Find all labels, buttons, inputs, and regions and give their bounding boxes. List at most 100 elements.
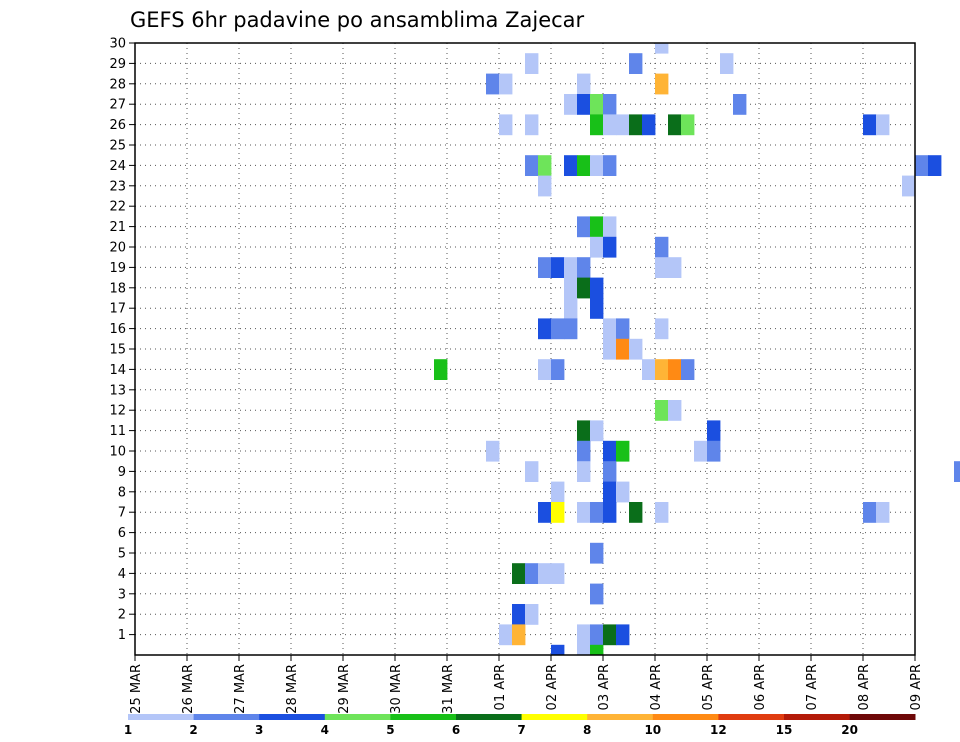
heatmap-cell: [629, 338, 643, 360]
heatmap-cell: [603, 624, 617, 646]
heatmap-cell: [577, 216, 591, 238]
y-tick-label: 12: [109, 404, 126, 419]
heatmap-cell: [486, 440, 500, 462]
colorbar-swatch: [718, 714, 785, 720]
heatmap-cell: [720, 53, 734, 74]
x-tick-label: 31 MAR: [441, 664, 456, 714]
heatmap-cell: [577, 155, 591, 176]
colorbar-swatch: [324, 714, 391, 720]
heatmap-cell: [603, 481, 617, 503]
x-tick-label: 01 APR: [493, 664, 508, 710]
colorbar-swatch: [390, 714, 457, 720]
heatmap-cell: [577, 277, 591, 299]
heatmap-cell: [668, 257, 682, 278]
heatmap-cell: [681, 114, 695, 136]
colorbar-swatch: [259, 714, 326, 720]
heatmap-cell: [655, 236, 669, 258]
x-tick-label: 05 APR: [701, 664, 716, 710]
heatmap-cell: [616, 114, 630, 136]
heatmap-cell: [577, 94, 591, 115]
heatmap-cell: [525, 461, 539, 482]
heatmap-cell: [551, 257, 565, 278]
heatmap-cell: [577, 440, 591, 462]
heatmap-cell: [681, 359, 695, 380]
heatmap-cell: [603, 318, 617, 340]
y-tick-label: 17: [109, 302, 126, 317]
heatmap-cell: [733, 94, 747, 115]
x-tick-label: 07 APR: [805, 664, 820, 710]
heatmap-cell: [434, 359, 448, 380]
heatmap-cell: [642, 114, 656, 136]
chart-title: GEFS 6hr padavine po ansamblima Zajecar: [130, 8, 585, 32]
y-tick-label: 1: [118, 628, 126, 643]
heatmap-cell: [603, 461, 617, 482]
y-tick-label: 10: [109, 445, 126, 460]
x-tick-label: 29 MAR: [337, 664, 352, 714]
x-tick-label: 28 MAR: [285, 664, 300, 714]
heatmap-cell: [616, 440, 630, 462]
y-tick-label: 20: [109, 241, 126, 256]
colorbar-swatch: [652, 714, 719, 720]
y-tick-label: 24: [109, 159, 126, 174]
heatmap-cell: [642, 359, 656, 380]
heatmap-cell: [512, 604, 526, 625]
heatmap-cell: [577, 502, 591, 523]
heatmap-cell: [525, 114, 539, 136]
x-tick-label: 06 APR: [753, 664, 768, 710]
heatmap-cell: [564, 155, 578, 176]
y-tick-label: 21: [109, 220, 126, 235]
colorbar-label: 10: [644, 723, 661, 737]
y-tick-label: 28: [109, 77, 126, 92]
colorbar-label: 20: [841, 723, 858, 737]
y-tick-label: 11: [109, 424, 126, 439]
heatmap-cell: [512, 624, 526, 646]
heatmap-cell: [551, 481, 565, 503]
heatmap-cell: [590, 644, 604, 656]
y-tick-label: 6: [118, 526, 126, 541]
colorbar-label: 12: [710, 723, 727, 737]
heatmap-cell: [577, 257, 591, 278]
heatmap-cell: [629, 114, 643, 136]
heatmap-cell: [876, 502, 890, 523]
heatmap-cell: [616, 624, 630, 646]
y-tick-label: 2: [118, 608, 126, 623]
heatmap-cell: [525, 155, 539, 176]
colorbar: 1 2 3 4 5 6 7 8 10 12 15 20: [124, 714, 916, 737]
heatmap-cells: [434, 43, 960, 656]
colorbar-label: 5: [386, 723, 394, 737]
heatmap-cell: [538, 257, 552, 278]
colorbar-label: 3: [255, 723, 263, 737]
colorbar-swatch: [128, 714, 194, 720]
heatmap-cell: [590, 624, 604, 646]
heatmap-cell: [564, 277, 578, 299]
gridlines: [135, 43, 915, 655]
colorbar-swatch: [784, 714, 850, 720]
y-axis: 1234567891011121314151617181920212223242…: [109, 37, 135, 643]
heatmap-cell: [590, 277, 604, 299]
heatmap-cell: [707, 420, 721, 442]
heatmap-cell: [525, 604, 539, 625]
heatmap-cell: [655, 359, 669, 380]
colorbar-swatch: [193, 714, 260, 720]
colorbar-swatch: [521, 714, 588, 720]
y-tick-label: 25: [109, 139, 126, 154]
y-tick-label: 19: [109, 261, 126, 276]
heatmap-cell: [928, 155, 942, 176]
x-tick-label: 08 APR: [857, 664, 872, 710]
heatmap-cell: [603, 236, 617, 258]
y-tick-label: 26: [109, 118, 126, 133]
heatmap-cell: [603, 216, 617, 238]
heatmap-cell: [590, 94, 604, 115]
heatmap-cell: [577, 461, 591, 482]
heatmap-cell: [551, 563, 565, 584]
colorbar-swatch: [587, 714, 654, 720]
heatmap-cell: [863, 114, 877, 136]
x-tick-label: 02 APR: [545, 664, 560, 710]
heatmap-cell: [525, 563, 539, 584]
heatmap-cell: [525, 53, 539, 74]
y-tick-label: 29: [109, 57, 126, 72]
heatmap-cell: [590, 114, 604, 136]
heatmap-cell: [603, 94, 617, 115]
heatmap-cell: [603, 440, 617, 462]
